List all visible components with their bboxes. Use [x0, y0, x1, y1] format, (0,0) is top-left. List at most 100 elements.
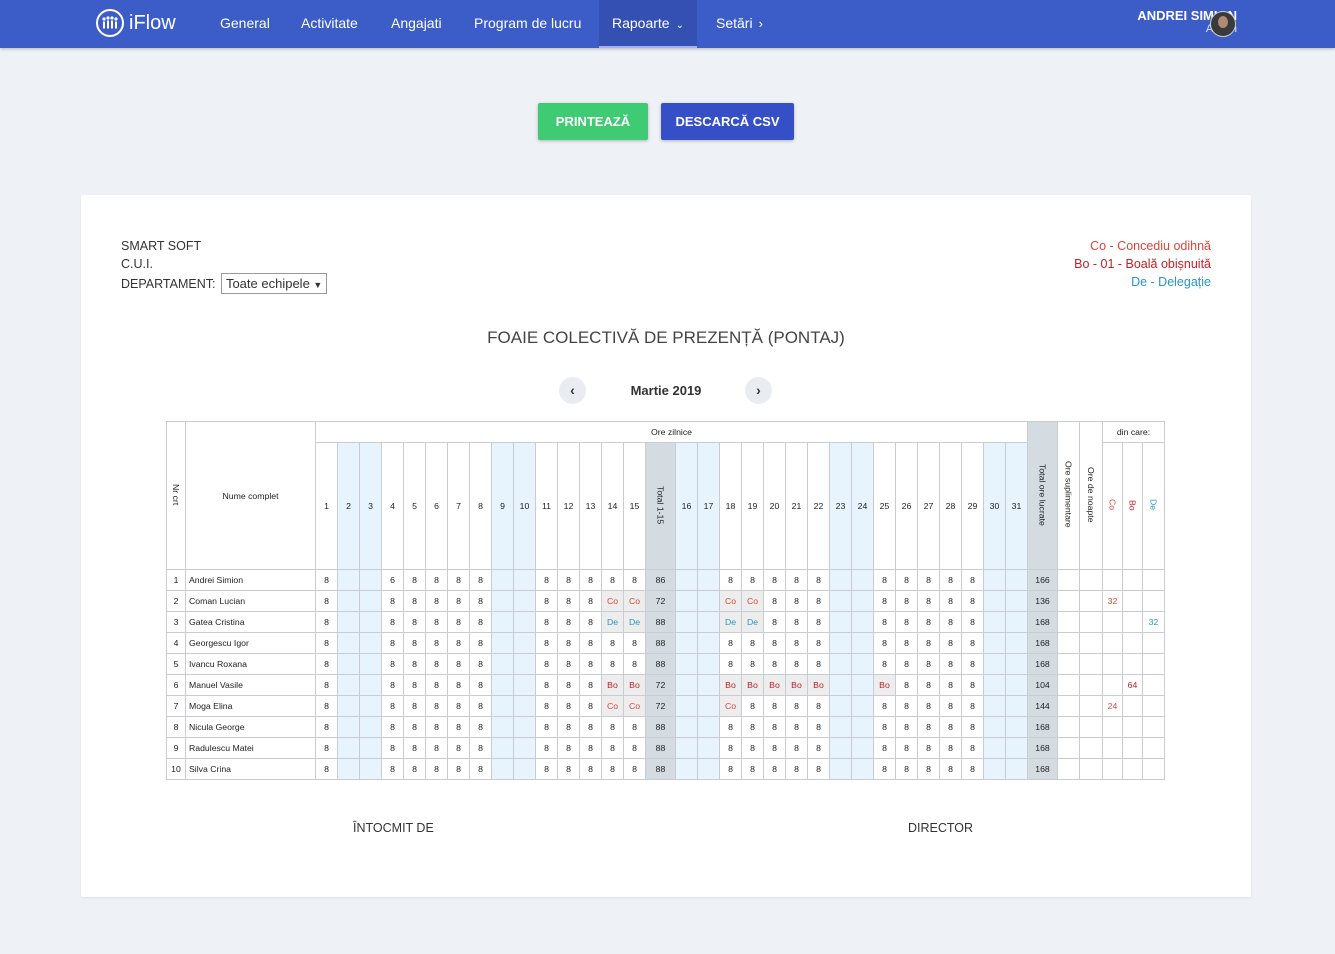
- day-cell[interactable]: [829, 590, 852, 612]
- day-cell[interactable]: 8: [807, 716, 830, 738]
- day-cell[interactable]: 8: [785, 590, 808, 612]
- day-cell[interactable]: Co: [601, 695, 624, 717]
- day-cell[interactable]: [337, 590, 360, 612]
- day-cell[interactable]: 8: [535, 653, 558, 675]
- day-cell[interactable]: [983, 590, 1006, 612]
- day-cell[interactable]: 8: [785, 569, 808, 591]
- day-cell[interactable]: [983, 611, 1006, 633]
- day-cell[interactable]: 8: [315, 758, 338, 780]
- day-cell[interactable]: [983, 674, 1006, 696]
- day-cell[interactable]: [829, 716, 852, 738]
- day-cell[interactable]: 8: [807, 611, 830, 633]
- day-cell[interactable]: 8: [719, 632, 742, 654]
- day-cell[interactable]: [983, 695, 1006, 717]
- day-cell[interactable]: 8: [785, 758, 808, 780]
- day-cell[interactable]: 8: [763, 569, 786, 591]
- day-cell[interactable]: 8: [719, 716, 742, 738]
- day-cell[interactable]: 8: [939, 632, 962, 654]
- day-cell[interactable]: 8: [895, 611, 918, 633]
- day-cell[interactable]: 8: [939, 695, 962, 717]
- day-cell[interactable]: [675, 653, 698, 675]
- day-cell[interactable]: [359, 737, 382, 759]
- day-cell[interactable]: 8: [425, 737, 448, 759]
- day-cell[interactable]: 8: [763, 590, 786, 612]
- day-cell[interactable]: 8: [939, 569, 962, 591]
- day-cell[interactable]: [337, 632, 360, 654]
- day-cell[interactable]: 8: [763, 611, 786, 633]
- day-cell[interactable]: [829, 653, 852, 675]
- day-cell[interactable]: [697, 590, 720, 612]
- day-cell[interactable]: 8: [917, 695, 940, 717]
- day-cell[interactable]: 8: [601, 632, 624, 654]
- day-cell[interactable]: 8: [535, 632, 558, 654]
- day-cell[interactable]: 8: [425, 632, 448, 654]
- day-cell[interactable]: [491, 737, 514, 759]
- nav-rapoarte[interactable]: Rapoarte ⌄: [599, 0, 697, 48]
- day-cell[interactable]: 8: [763, 716, 786, 738]
- day-cell[interactable]: [983, 737, 1006, 759]
- day-cell[interactable]: 8: [579, 737, 602, 759]
- day-cell[interactable]: 8: [469, 632, 492, 654]
- day-cell[interactable]: 8: [917, 569, 940, 591]
- day-cell[interactable]: De: [601, 611, 624, 633]
- day-cell[interactable]: [1005, 590, 1028, 612]
- day-cell[interactable]: 8: [807, 632, 830, 654]
- day-cell[interactable]: [697, 716, 720, 738]
- day-cell[interactable]: [359, 674, 382, 696]
- day-cell[interactable]: 8: [601, 653, 624, 675]
- day-cell[interactable]: 8: [447, 716, 470, 738]
- day-cell[interactable]: 8: [469, 737, 492, 759]
- day-cell[interactable]: 8: [785, 695, 808, 717]
- day-cell[interactable]: 8: [315, 569, 338, 591]
- day-cell[interactable]: 8: [961, 590, 984, 612]
- day-cell[interactable]: 8: [315, 716, 338, 738]
- day-cell[interactable]: [829, 737, 852, 759]
- day-cell[interactable]: [851, 632, 874, 654]
- day-cell[interactable]: 8: [939, 590, 962, 612]
- day-cell[interactable]: 8: [315, 653, 338, 675]
- day-cell[interactable]: 8: [425, 674, 448, 696]
- day-cell[interactable]: [359, 758, 382, 780]
- day-cell[interactable]: [675, 737, 698, 759]
- day-cell[interactable]: 8: [917, 674, 940, 696]
- day-cell[interactable]: Bo: [873, 674, 896, 696]
- day-cell[interactable]: 8: [939, 611, 962, 633]
- day-cell[interactable]: [697, 758, 720, 780]
- day-cell[interactable]: 8: [873, 632, 896, 654]
- day-cell[interactable]: [359, 632, 382, 654]
- day-cell[interactable]: 8: [381, 611, 404, 633]
- day-cell[interactable]: 8: [557, 695, 580, 717]
- day-cell[interactable]: 8: [315, 695, 338, 717]
- day-cell[interactable]: [513, 758, 536, 780]
- day-cell[interactable]: [983, 632, 1006, 654]
- day-cell[interactable]: 8: [381, 632, 404, 654]
- day-cell[interactable]: 8: [535, 758, 558, 780]
- day-cell[interactable]: 8: [425, 590, 448, 612]
- day-cell[interactable]: [337, 695, 360, 717]
- day-cell[interactable]: [697, 632, 720, 654]
- day-cell[interactable]: 8: [469, 695, 492, 717]
- day-cell[interactable]: 8: [623, 716, 646, 738]
- day-cell[interactable]: 8: [895, 632, 918, 654]
- day-cell[interactable]: [851, 716, 874, 738]
- day-cell[interactable]: 8: [807, 737, 830, 759]
- day-cell[interactable]: 8: [917, 590, 940, 612]
- day-cell[interactable]: [337, 737, 360, 759]
- day-cell[interactable]: 8: [895, 674, 918, 696]
- day-cell[interactable]: Co: [719, 695, 742, 717]
- day-cell[interactable]: 8: [403, 737, 426, 759]
- nav-activitate[interactable]: Activitate: [301, 15, 358, 31]
- day-cell[interactable]: 8: [425, 716, 448, 738]
- day-cell[interactable]: 8: [557, 758, 580, 780]
- day-cell[interactable]: [337, 653, 360, 675]
- day-cell[interactable]: [675, 590, 698, 612]
- day-cell[interactable]: 8: [315, 674, 338, 696]
- day-cell[interactable]: 8: [469, 716, 492, 738]
- day-cell[interactable]: 8: [469, 674, 492, 696]
- day-cell[interactable]: [983, 569, 1006, 591]
- day-cell[interactable]: [513, 716, 536, 738]
- day-cell[interactable]: 8: [807, 590, 830, 612]
- iflow-logo[interactable]: iFlow: [96, 9, 176, 37]
- day-cell[interactable]: 8: [535, 674, 558, 696]
- day-cell[interactable]: 8: [785, 737, 808, 759]
